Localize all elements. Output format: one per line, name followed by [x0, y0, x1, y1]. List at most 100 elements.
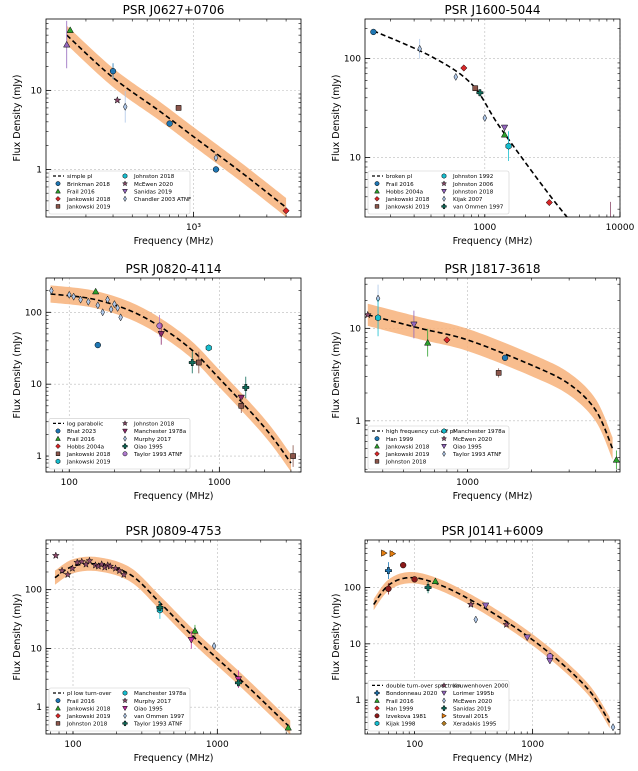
data-point: [500, 130, 509, 138]
data-point: [389, 550, 397, 558]
chart-title: PSR J0820-4114: [126, 262, 222, 276]
data-point: [109, 68, 117, 75]
plot-area: [63, 20, 290, 217]
legend-entry: Taylor 1993 ATNF: [442, 450, 502, 458]
legend-entry: McEwen 2020: [121, 180, 173, 188]
legend-marker: [374, 720, 380, 727]
fit-line: [367, 314, 614, 450]
data-point: [417, 44, 422, 53]
x-axis-label: Frequency (MHz): [453, 236, 533, 247]
y-tick-label: 10: [350, 640, 362, 650]
legend-label: van Ommen 1997: [134, 714, 185, 720]
legend-entry: Manchester 1978a: [441, 428, 505, 435]
legend-label: Han 1999: [386, 706, 414, 712]
legend-marker: [441, 173, 447, 179]
data-point: [612, 456, 620, 463]
y-axis-label: Flux Density (mJy): [331, 594, 342, 681]
plot-area: [365, 284, 620, 469]
fit-uncertainty-band: [367, 303, 613, 460]
x-tick-label: 10³: [186, 223, 201, 233]
legend-label: Murphy 2017: [134, 437, 172, 443]
y-tick-label: 1: [36, 165, 42, 175]
chart-title: PSR J0141+6009: [442, 524, 544, 538]
legend-label: Johnston 2006: [452, 182, 494, 188]
data-point: [58, 566, 67, 575]
data-point: [505, 142, 512, 150]
data-point: [212, 166, 220, 173]
data-point: [166, 120, 173, 127]
legend-entry: Johnston 1992: [441, 173, 493, 180]
legend-marker: [122, 428, 128, 434]
legend-marker: [374, 443, 380, 449]
legend-label: McEwen 2020: [453, 699, 492, 705]
legend-entry: Bondonneau 2020: [374, 690, 438, 697]
chart-panel-4: 1000 1 10 PSR J1817-3618 Frequency (MHz) Flux…: [331, 262, 621, 502]
chart-panel-5: 100 1000 1 10 100 PSR J0809-4753 Frequency (MH…: [12, 524, 302, 764]
legend-marker: [440, 682, 448, 689]
data-point: [476, 89, 484, 97]
legend-label: Frail 2016: [386, 182, 414, 188]
legend-label: Bondonneau 2020: [386, 691, 438, 697]
legend-label: McEwen 2020: [453, 437, 492, 443]
data-point: [211, 641, 217, 651]
legend-label: Jankowski 2019: [66, 714, 111, 720]
data-point: [610, 723, 616, 732]
legend-marker: [441, 428, 447, 434]
data-point: [501, 354, 509, 361]
legend-marker: [55, 721, 61, 726]
fit-line: [66, 34, 287, 209]
legend-entry: Han 1999: [374, 436, 414, 443]
data-point: [523, 634, 531, 642]
data-point: [111, 564, 120, 572]
legend-marker: [123, 435, 127, 442]
data-point: [213, 153, 219, 162]
legend-marker: [442, 697, 446, 704]
legend-box: [367, 425, 510, 470]
legend-box: [367, 680, 510, 732]
legend-label: Frail 2016: [67, 437, 95, 443]
data-point: [118, 313, 123, 322]
legend-label: Xeradakis 1995: [453, 722, 497, 728]
data-point: [443, 336, 451, 344]
legend-entry: Jankowski 2018: [55, 196, 111, 203]
legend-entry: Sanidas 2019: [441, 705, 491, 712]
fit-line: [373, 30, 568, 217]
y-tick-label: 10: [350, 324, 362, 334]
axes-frame: [364, 18, 621, 218]
legend-entry: Han 1999: [374, 705, 414, 712]
chart-title: PSR J0809-4753: [126, 524, 222, 538]
legend-marker: [55, 428, 61, 434]
legend-marker: [122, 690, 128, 696]
data-point: [188, 359, 196, 366]
legend-marker: [123, 712, 127, 719]
legend-entry: Taylor 1993 ATNF: [122, 451, 183, 458]
legend-marker: [55, 435, 61, 441]
legend-label: simple pl: [67, 174, 93, 180]
legend-entry: broken pl: [372, 174, 413, 180]
legend-label: Manchester 1978a: [134, 691, 186, 697]
data-point: [78, 295, 83, 304]
legend-marker: [122, 189, 128, 195]
legend-entry: Frail 2016: [55, 435, 95, 443]
data-point: [466, 600, 475, 608]
x-axis-label: Frequency (MHz): [453, 753, 533, 764]
legend-marker: [55, 705, 61, 711]
x-tick-label: 1000: [206, 740, 229, 750]
legend-box: [367, 170, 510, 215]
legend-entry: Jankowski 2018: [55, 705, 111, 712]
data-point: [108, 305, 114, 314]
legend-entry: Kouwenhoven 2000: [440, 682, 509, 690]
data-point: [156, 603, 164, 611]
legend-marker: [374, 690, 380, 696]
data-point: [123, 102, 128, 111]
legend-label: Jankowski 2019: [385, 205, 430, 211]
legend-label: Frail 2016: [67, 189, 95, 195]
data-point: [157, 331, 165, 338]
legend-entry: Johnston 2006: [440, 180, 494, 188]
legend-label: Jankowski 2018: [66, 197, 111, 203]
legend-label: Bhat 2023: [67, 429, 96, 435]
legend-label: Jankowski 2018: [66, 706, 111, 712]
